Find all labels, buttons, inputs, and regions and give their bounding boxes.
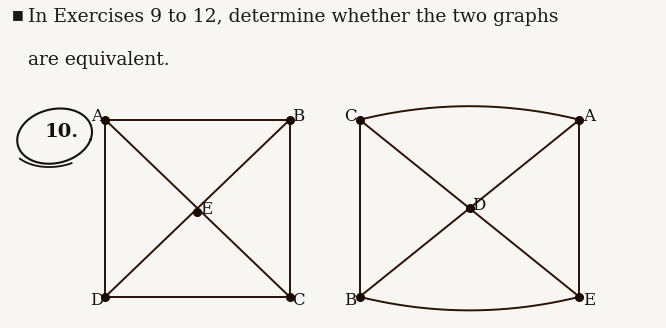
- Text: In Exercises 9 to 12, determine whether the two graphs: In Exercises 9 to 12, determine whether …: [28, 8, 559, 26]
- Text: C: C: [344, 108, 356, 125]
- Text: B: B: [344, 292, 356, 309]
- Text: A: A: [91, 108, 103, 125]
- Text: ■: ■: [12, 8, 24, 21]
- Text: are equivalent.: are equivalent.: [28, 51, 170, 69]
- Text: 10.: 10.: [44, 123, 79, 141]
- Text: D: D: [472, 197, 486, 215]
- Text: A: A: [583, 108, 595, 125]
- Text: E: E: [200, 201, 212, 218]
- Text: D: D: [90, 292, 103, 309]
- Text: B: B: [292, 108, 304, 125]
- Text: E: E: [583, 292, 595, 309]
- Text: C: C: [292, 292, 304, 309]
